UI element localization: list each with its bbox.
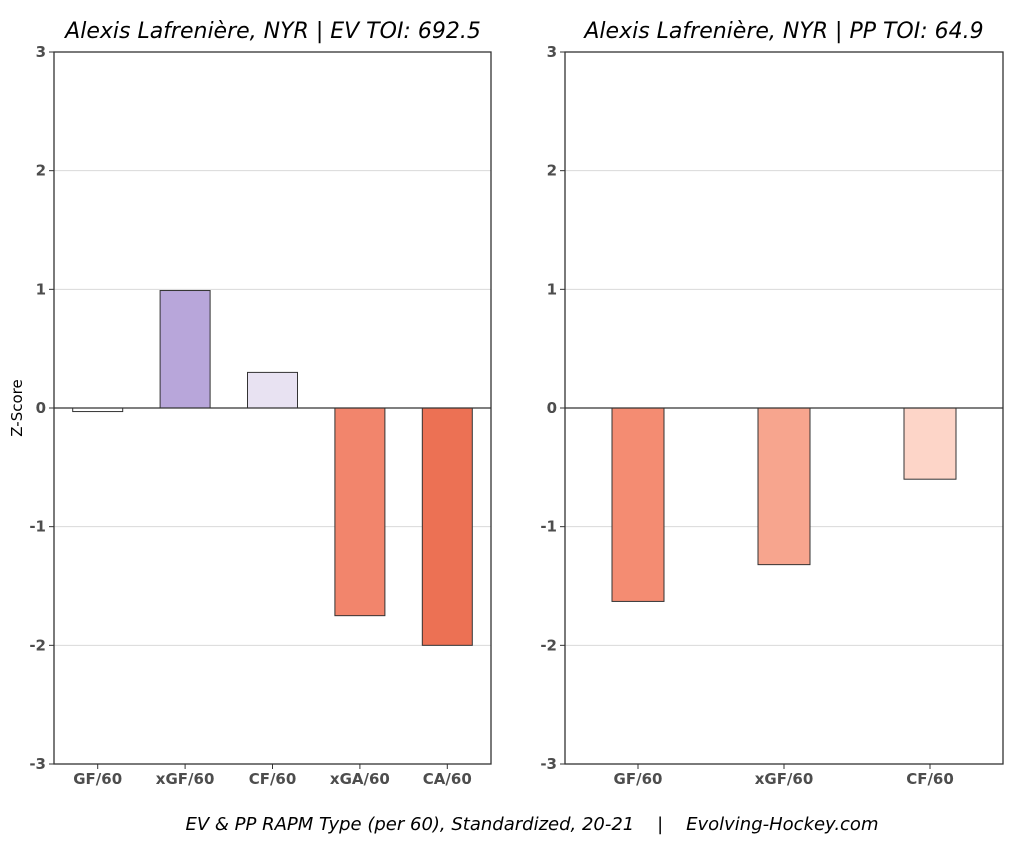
y-tick-label: -3: [540, 755, 557, 773]
x-tick-label: CF/60: [906, 770, 954, 788]
chart-panel-2: Alexis Lafrenière, NYR | PP TOI: 64.9 3 2 1…: [540, 19, 1004, 788]
y-tick-label: -3: [29, 755, 46, 773]
y-axis-label: Z-Score: [8, 379, 26, 436]
x-tick-label: GF/60: [614, 770, 663, 788]
y-tick-label: 3: [547, 43, 557, 61]
bar-ca-60: [421, 407, 473, 646]
bar-xga-60: [334, 407, 386, 617]
y-tick-label: 0: [36, 399, 46, 417]
x-tick-label: GF/60: [73, 770, 122, 788]
y-tick-label: -2: [29, 636, 46, 654]
y-tick-label: -2: [540, 636, 557, 654]
plot-frame: [564, 51, 1004, 765]
bar-xgf-60: [757, 407, 811, 566]
x-tick-label: xGA/60: [330, 770, 390, 788]
x-tick-label: CA/60: [423, 770, 472, 788]
y-tick-label: 3: [36, 43, 46, 61]
chart-panel-1: Alexis Lafrenière, NYR | EV TOI: 692.5 3 2…: [8, 19, 492, 788]
plot-frame: [53, 51, 492, 765]
bar-cf-60: [903, 407, 957, 480]
y-tick-label: -1: [29, 518, 46, 536]
chart-title: Alexis Lafrenière, NYR | PP TOI: 64.9: [582, 19, 983, 44]
bar-cf-60: [247, 371, 298, 409]
y-tick-label: 2: [547, 162, 557, 180]
x-tick-label: xGF/60: [156, 770, 215, 788]
y-tick-label: 1: [547, 280, 557, 298]
bar-gf-60: [611, 407, 665, 602]
y-tick-label: 0: [547, 399, 557, 417]
x-tick-label: xGF/60: [755, 770, 814, 788]
figure-caption: EV & PP RAPM Type (per 60), Standardized…: [186, 814, 879, 835]
x-tick-label: CF/60: [249, 770, 297, 788]
y-tick-label: -1: [540, 518, 557, 536]
y-tick-label: 2: [36, 162, 46, 180]
bar-xgf-60: [159, 290, 211, 409]
chart-title: Alexis Lafrenière, NYR | EV TOI: 692.5: [63, 19, 481, 44]
y-tick-label: 1: [36, 280, 46, 298]
